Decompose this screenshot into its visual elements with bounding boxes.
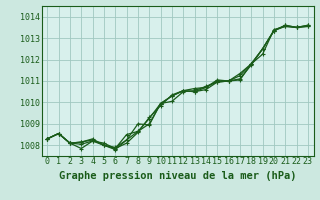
X-axis label: Graphe pression niveau de la mer (hPa): Graphe pression niveau de la mer (hPa) (59, 171, 296, 181)
